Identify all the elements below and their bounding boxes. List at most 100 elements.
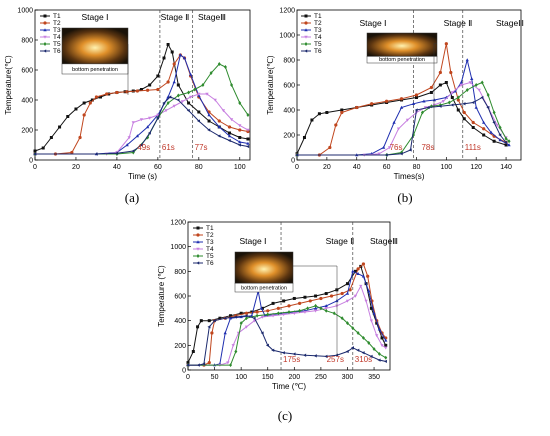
- panel-a-series-T1-point: [176, 83, 180, 87]
- panel-b-series-T1-point: [429, 91, 433, 94]
- panel-a-series-T1-point: [238, 136, 242, 139]
- panel-a-series-T3-point: [145, 125, 150, 129]
- panel-c-series-T5-point: [384, 355, 388, 360]
- panel-c-xtick-label: 300: [342, 374, 354, 381]
- panel-a-series-T5-line: [35, 63, 249, 155]
- panel-c-series-T6-point: [234, 315, 238, 319]
- panel-b-series-T3-point: [474, 105, 478, 109]
- panel-c-legend-entry: T1: [206, 225, 214, 232]
- panel-c-series-T4-point: [324, 307, 328, 311]
- panel-a-series-T1-point: [74, 107, 78, 111]
- panel-a-series-T5-point: [223, 65, 227, 69]
- panel-b-stage-label: Stage Ⅱ: [444, 18, 473, 28]
- panel-a-ytick-label: 200: [21, 128, 33, 135]
- panel-a-ytick-label: 0: [29, 158, 33, 165]
- panel-c-series-T5-point: [340, 316, 344, 321]
- panel-c-xtick-label: 0: [186, 374, 190, 381]
- panel-c-ytick-label: 600: [174, 294, 186, 301]
- panel-c-series-T4-point: [345, 299, 350, 303]
- panel-c-legend-entry: T6: [206, 260, 214, 267]
- panel-b-legend-marker: [304, 42, 308, 46]
- panel-a-series-T6-point: [147, 131, 151, 135]
- panel-a-stage-label: StageⅢ: [198, 12, 226, 22]
- panel-a-legend-marker: [43, 49, 47, 53]
- panel-c-series-T4-point: [375, 334, 379, 338]
- panel-b-series-T6-point: [426, 105, 430, 110]
- panel-b-series-T5-point: [480, 80, 484, 85]
- panel-b-series-T6-point: [414, 108, 418, 112]
- panel-a-series-T3-point: [188, 72, 193, 76]
- panel-b-series-T6-point: [295, 153, 299, 157]
- panel-b-series-T1-point: [456, 108, 460, 112]
- panel-b-ytick-label: 1200: [279, 8, 295, 15]
- panel-a-series-T2-point: [125, 90, 129, 94]
- panel-c-series-T1-point: [271, 301, 275, 305]
- panel-b-series-T6-point: [498, 133, 502, 137]
- panel-c-series-T2-point: [276, 306, 280, 310]
- panel-c-series-T6-point: [252, 316, 256, 320]
- panel-a-series-T3-point: [217, 125, 221, 129]
- panel-c-series-T1-point: [380, 336, 384, 340]
- panel-a-series-T3-point: [125, 143, 129, 147]
- panel-c-series-T2-point: [255, 310, 259, 314]
- panel-b-series-T3-point: [422, 99, 426, 103]
- panel-a-series-T4-point: [238, 124, 242, 128]
- panel-c-series-T3-point: [361, 274, 366, 278]
- panel-a-series-T6-point: [176, 98, 180, 102]
- panel-c: 0 50 100 150 200 250 300 350 0 200 400 600 800 1000 12…: [157, 220, 398, 424]
- panel-a-series-T2-point: [166, 80, 170, 84]
- panel-b-series-T3-point: [399, 105, 404, 109]
- panel-c-series-T5-point: [298, 308, 302, 313]
- panel-a-series-T5-point: [238, 101, 242, 105]
- panel-b-series-T2-point: [449, 70, 453, 75]
- panel-a-series-T2-point: [78, 135, 82, 140]
- panel-c-series-T6-point: [196, 363, 200, 367]
- panel-b-legend-entry: T1: [314, 13, 322, 20]
- panel-a-xtick-label: 100: [234, 164, 246, 171]
- panel-a-series-T1-point: [49, 136, 53, 139]
- panel-a-ylabel: Temperature(℃): [4, 55, 13, 115]
- panel-b-xlabel: Times(s): [394, 172, 425, 181]
- panel-c-series-T5-point: [332, 311, 336, 316]
- panel-a-series-T6-point: [162, 101, 166, 105]
- panel-c-series-T5-point: [266, 312, 270, 317]
- panel-a-series-T6-point: [227, 138, 231, 143]
- panel-a-series-T3-point: [207, 113, 211, 117]
- panel-c-series-T2-point: [244, 311, 249, 315]
- panel-b-series-T3-point: [411, 101, 416, 105]
- panel-c-series-T6-point: [369, 354, 373, 359]
- panel-b-legend-marker: [304, 49, 308, 53]
- panel-a-series-T5-point: [131, 150, 135, 155]
- panel-b-series-T5-point: [411, 133, 415, 137]
- panel-b-series-T1-point: [471, 126, 475, 129]
- panel-b-series-T2-point: [438, 70, 442, 75]
- panel-c-legend-marker: [196, 240, 200, 244]
- panel-c-series-T6-point: [335, 353, 339, 357]
- panel-a-series-T4-point: [127, 136, 131, 140]
- panel-b-photo-caption-box: [366, 56, 438, 64]
- panel-b-series-T1-point: [340, 108, 344, 112]
- panel-b-legend-marker: [304, 28, 308, 32]
- panel-b-series-T1-point: [450, 96, 454, 99]
- panel-a-xtick-label: 0: [33, 164, 37, 171]
- panel-c-event-label: 257s: [327, 355, 344, 364]
- panel-b-series-T4-point: [441, 100, 445, 104]
- panel-b-series-T3-point: [381, 145, 386, 149]
- panel-c-series-T2-point: [348, 288, 352, 292]
- panel-c-series-T6-point: [345, 349, 349, 354]
- panel-a-series-T4-point: [172, 104, 176, 108]
- panel-c-series-T3-point: [351, 269, 355, 273]
- panel-a-series-T5-point: [176, 93, 180, 98]
- panel-a-series-T4-point: [213, 98, 217, 102]
- panel-b-series-T3-point: [489, 130, 493, 134]
- panel-a-series-T1-point: [148, 83, 152, 87]
- panel-b-ytick-label: 800: [283, 58, 295, 65]
- panel-a-series-T4-point: [197, 92, 201, 96]
- panel-c-series-T6-point: [271, 348, 275, 352]
- panel-a-series-T1-point: [33, 149, 37, 153]
- panel-b-series-T1-point: [310, 118, 314, 122]
- panel-a-series-T2-point: [146, 88, 150, 92]
- panel-b-xtick-label: 40: [353, 164, 361, 171]
- panel-a-series-T3-point: [246, 141, 250, 145]
- panel-a-plot-frame: [34, 9, 251, 161]
